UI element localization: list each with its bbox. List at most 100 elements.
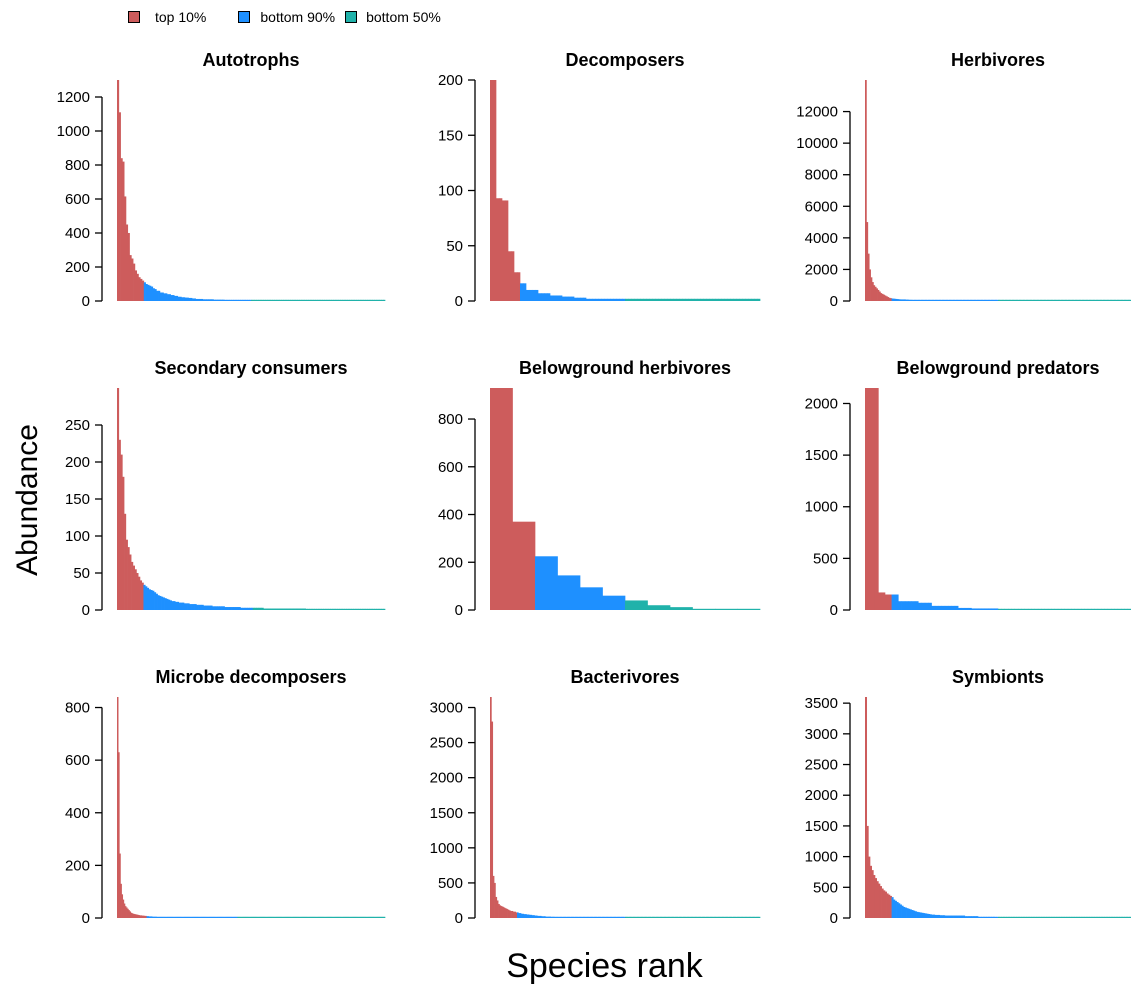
bar — [984, 916, 987, 918]
bar — [546, 916, 549, 918]
bar — [916, 299, 919, 301]
y-tick-label: 8000 — [805, 167, 838, 184]
bar — [996, 916, 999, 918]
bar — [958, 915, 961, 918]
bar — [898, 903, 901, 918]
bar — [249, 299, 252, 301]
bar — [1119, 299, 1122, 301]
bar — [338, 299, 341, 301]
bar — [247, 916, 250, 918]
bar — [268, 916, 270, 918]
bar — [134, 914, 136, 918]
bar — [1127, 608, 1131, 610]
bar — [703, 298, 707, 301]
bar — [924, 913, 927, 918]
bar — [129, 255, 132, 301]
bar — [1101, 916, 1104, 918]
bar — [1118, 299, 1121, 301]
bar — [135, 914, 137, 918]
bar — [195, 916, 197, 918]
bar — [947, 299, 950, 301]
bar — [222, 916, 225, 918]
bar — [888, 894, 891, 918]
bar — [557, 916, 560, 918]
bar — [1017, 299, 1020, 301]
bar — [1094, 916, 1097, 918]
bar — [1057, 608, 1062, 610]
bar — [377, 608, 381, 610]
bar — [183, 297, 186, 301]
bar — [490, 388, 513, 610]
bar — [687, 916, 689, 918]
bar — [986, 916, 989, 918]
bar — [304, 299, 307, 301]
bar — [598, 298, 602, 301]
bar — [637, 298, 641, 301]
bar — [154, 592, 157, 610]
bar — [357, 916, 360, 918]
bar — [939, 299, 941, 301]
bar — [1061, 608, 1065, 610]
bar — [620, 916, 623, 918]
bar — [129, 911, 131, 918]
bar — [641, 916, 643, 918]
bar — [343, 299, 347, 301]
bar — [874, 878, 877, 918]
legend-item-bottom90: bottom 90% — [238, 9, 335, 25]
bar — [117, 697, 119, 918]
bar — [676, 298, 680, 301]
bar — [491, 721, 494, 918]
bar — [195, 298, 198, 301]
bar — [186, 916, 188, 918]
bar — [616, 916, 619, 918]
bar — [1004, 916, 1007, 918]
bar — [625, 600, 648, 610]
bar — [238, 916, 240, 918]
bar — [1116, 916, 1119, 918]
bar — [919, 912, 922, 918]
bar — [751, 916, 754, 918]
bar — [954, 605, 959, 610]
bar — [498, 903, 500, 918]
bar — [242, 299, 245, 301]
bar — [303, 608, 306, 610]
bar — [1119, 916, 1122, 918]
bar — [627, 916, 630, 918]
bar — [631, 298, 635, 301]
bar — [1063, 299, 1066, 301]
bar — [383, 608, 386, 610]
bar — [940, 299, 943, 301]
bar — [893, 298, 895, 301]
bar — [231, 299, 234, 301]
bar — [665, 916, 668, 918]
bar — [865, 388, 869, 610]
bar — [692, 916, 695, 918]
bar — [596, 916, 599, 918]
bar — [1042, 916, 1045, 918]
bar — [921, 299, 923, 301]
bar — [217, 299, 220, 301]
legend-label-bottom90: bottom 90% — [260, 9, 336, 25]
bar — [131, 258, 134, 301]
bar — [118, 752, 120, 918]
bar — [253, 916, 255, 918]
bar — [1055, 299, 1058, 301]
bar — [500, 906, 503, 918]
bar — [989, 299, 992, 301]
bar — [1019, 916, 1022, 918]
bar — [723, 916, 726, 918]
bar — [376, 299, 379, 301]
bar — [199, 604, 202, 610]
y-tick-label: 150 — [65, 491, 90, 508]
bar — [177, 916, 179, 918]
bar — [888, 594, 892, 610]
bar — [1087, 299, 1090, 301]
bar — [538, 915, 541, 918]
bar — [227, 916, 229, 918]
bar — [544, 916, 546, 918]
bar — [309, 299, 313, 301]
bar — [311, 916, 313, 918]
bar — [1096, 299, 1098, 301]
bar — [340, 299, 343, 301]
bar — [579, 916, 581, 918]
